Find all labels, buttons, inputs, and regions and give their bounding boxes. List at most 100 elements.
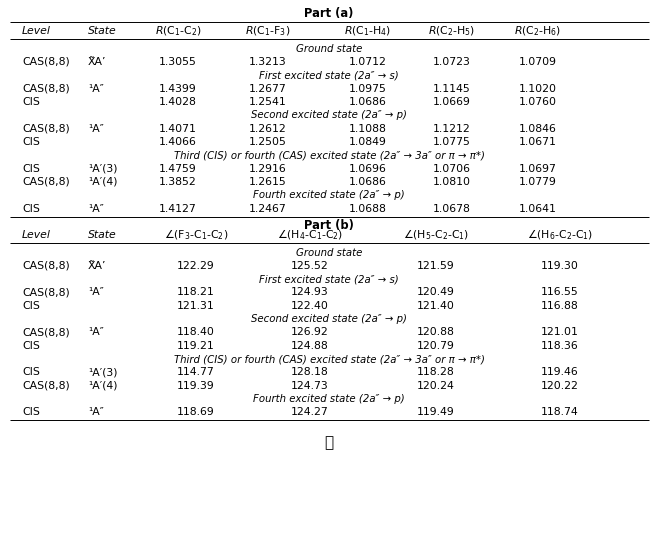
Text: CAS(8,8): CAS(8,8) <box>22 287 70 297</box>
Text: $\angle$(H$_5$-C$_2$-C$_1$): $\angle$(H$_5$-C$_2$-C$_1$) <box>403 227 469 242</box>
Text: State: State <box>88 26 117 36</box>
Text: Ground state: Ground state <box>296 44 362 54</box>
Text: CAS(8,8): CAS(8,8) <box>22 261 70 271</box>
Text: 1.3852: 1.3852 <box>159 177 197 187</box>
Text: 119.21: 119.21 <box>177 341 215 351</box>
Text: 1.2916: 1.2916 <box>249 164 287 174</box>
Text: Level: Level <box>22 230 51 240</box>
Text: CIS: CIS <box>22 367 40 377</box>
Text: First excited state (2a″ → s): First excited state (2a″ → s) <box>259 274 399 284</box>
Text: CIS: CIS <box>22 341 40 351</box>
Text: 1.4028: 1.4028 <box>159 97 197 107</box>
Text: 1.0697: 1.0697 <box>519 164 557 174</box>
Text: 121.40: 121.40 <box>417 301 455 311</box>
Text: 122.29: 122.29 <box>177 261 215 271</box>
Text: 1.0671: 1.0671 <box>519 137 557 147</box>
Text: 114.77: 114.77 <box>177 367 215 377</box>
Text: 1.0849: 1.0849 <box>349 137 387 147</box>
Text: CAS(8,8): CAS(8,8) <box>22 327 70 337</box>
Text: 1.1212: 1.1212 <box>433 124 471 133</box>
Text: 118.28: 118.28 <box>417 367 455 377</box>
Text: 125.52: 125.52 <box>291 261 329 271</box>
Text: 120.49: 120.49 <box>417 287 455 297</box>
Text: 1.1145: 1.1145 <box>433 84 471 93</box>
Text: First excited state (2a″ → s): First excited state (2a″ → s) <box>259 70 399 80</box>
Text: 1.0688: 1.0688 <box>349 204 387 214</box>
Text: 118.36: 118.36 <box>541 341 579 351</box>
Text: 1.4127: 1.4127 <box>159 204 197 214</box>
Text: 119.49: 119.49 <box>417 407 455 417</box>
Text: 124.93: 124.93 <box>291 287 329 297</box>
Text: 124.27: 124.27 <box>291 407 329 417</box>
Text: 121.31: 121.31 <box>177 301 215 311</box>
Text: ¹A′(4): ¹A′(4) <box>88 381 117 391</box>
Text: X̃A’: X̃A’ <box>88 261 107 271</box>
Text: 120.88: 120.88 <box>417 327 455 337</box>
Text: 121.59: 121.59 <box>417 261 455 271</box>
Text: Level: Level <box>22 26 51 36</box>
Text: 120.22: 120.22 <box>541 381 579 391</box>
Text: 1.0686: 1.0686 <box>349 177 387 187</box>
Text: CAS(8,8): CAS(8,8) <box>22 57 70 67</box>
Text: 1.0779: 1.0779 <box>519 177 557 187</box>
Text: Fourth excited state (2a″ → p): Fourth excited state (2a″ → p) <box>253 190 405 200</box>
Text: 118.40: 118.40 <box>177 327 215 337</box>
Text: $\mathit{R}$(C$_1$-H$_4$): $\mathit{R}$(C$_1$-H$_4$) <box>345 24 391 38</box>
Text: ¹A″: ¹A″ <box>88 84 104 93</box>
Text: 1.3055: 1.3055 <box>159 57 197 67</box>
Text: 120.79: 120.79 <box>417 341 455 351</box>
Text: CIS: CIS <box>22 301 40 311</box>
Text: 1.0975: 1.0975 <box>349 84 387 93</box>
Text: CAS(8,8): CAS(8,8) <box>22 381 70 391</box>
Text: 118.74: 118.74 <box>541 407 579 417</box>
Text: X̃A’: X̃A’ <box>88 57 107 67</box>
Text: CIS: CIS <box>22 204 40 214</box>
Text: 1.0810: 1.0810 <box>433 177 471 187</box>
Text: ¹A′(3): ¹A′(3) <box>88 164 117 174</box>
Text: 1.0760: 1.0760 <box>519 97 557 107</box>
Text: 1.0669: 1.0669 <box>433 97 471 107</box>
Text: $\angle$(F$_3$-C$_1$-C$_2$): $\angle$(F$_3$-C$_1$-C$_2$) <box>164 227 228 242</box>
Text: 124.88: 124.88 <box>291 341 329 351</box>
Text: ¹A′(3): ¹A′(3) <box>88 367 117 377</box>
Text: CAS(8,8): CAS(8,8) <box>22 124 70 133</box>
Text: 116.55: 116.55 <box>541 287 579 297</box>
Text: 120.24: 120.24 <box>417 381 455 391</box>
Text: 1.2467: 1.2467 <box>249 204 287 214</box>
Text: ¹A′(4): ¹A′(4) <box>88 177 117 187</box>
Text: 126.92: 126.92 <box>291 327 329 337</box>
Text: Part (b): Part (b) <box>304 219 354 232</box>
Text: 119.30: 119.30 <box>541 261 579 271</box>
Text: 124.73: 124.73 <box>291 381 329 391</box>
Text: State: State <box>88 230 117 240</box>
Text: $\mathit{R}$(C$_2$-H$_5$): $\mathit{R}$(C$_2$-H$_5$) <box>428 24 476 38</box>
Text: 1.0678: 1.0678 <box>433 204 471 214</box>
Text: $\angle$(H$_6$-C$_2$-C$_1$): $\angle$(H$_6$-C$_2$-C$_1$) <box>527 227 593 242</box>
Text: 1.0709: 1.0709 <box>519 57 557 67</box>
Text: 1.4759: 1.4759 <box>159 164 197 174</box>
Text: 128.18: 128.18 <box>291 367 329 377</box>
Text: ¹A″: ¹A″ <box>88 287 104 297</box>
Text: 1.0641: 1.0641 <box>519 204 557 214</box>
Text: Second excited state (2a″ → p): Second excited state (2a″ → p) <box>251 314 407 324</box>
Text: 1.0723: 1.0723 <box>433 57 471 67</box>
Text: 118.69: 118.69 <box>177 407 215 417</box>
Text: CIS: CIS <box>22 97 40 107</box>
Text: 121.01: 121.01 <box>541 327 579 337</box>
Text: 122.40: 122.40 <box>291 301 329 311</box>
Text: Ground state: Ground state <box>296 248 362 257</box>
Text: Third (CIS) or fourth (CAS) excited state (2a″ → 3a″ or π → π*): Third (CIS) or fourth (CAS) excited stat… <box>173 354 484 364</box>
Text: $\mathit{R}$(C$_1$-C$_2$): $\mathit{R}$(C$_1$-C$_2$) <box>155 24 202 38</box>
Text: CAS(8,8): CAS(8,8) <box>22 177 70 187</box>
Text: 1.0686: 1.0686 <box>349 97 387 107</box>
Text: 1.1088: 1.1088 <box>349 124 387 133</box>
Text: ¹A″: ¹A″ <box>88 204 104 214</box>
Text: Part (a): Part (a) <box>304 6 354 20</box>
Text: 1.4066: 1.4066 <box>159 137 197 147</box>
Text: 116.88: 116.88 <box>541 301 579 311</box>
Text: ¹A″: ¹A″ <box>88 407 104 417</box>
Text: CAS(8,8): CAS(8,8) <box>22 84 70 93</box>
Text: CIS: CIS <box>22 164 40 174</box>
Text: 119.39: 119.39 <box>177 381 215 391</box>
Text: CIS: CIS <box>22 137 40 147</box>
